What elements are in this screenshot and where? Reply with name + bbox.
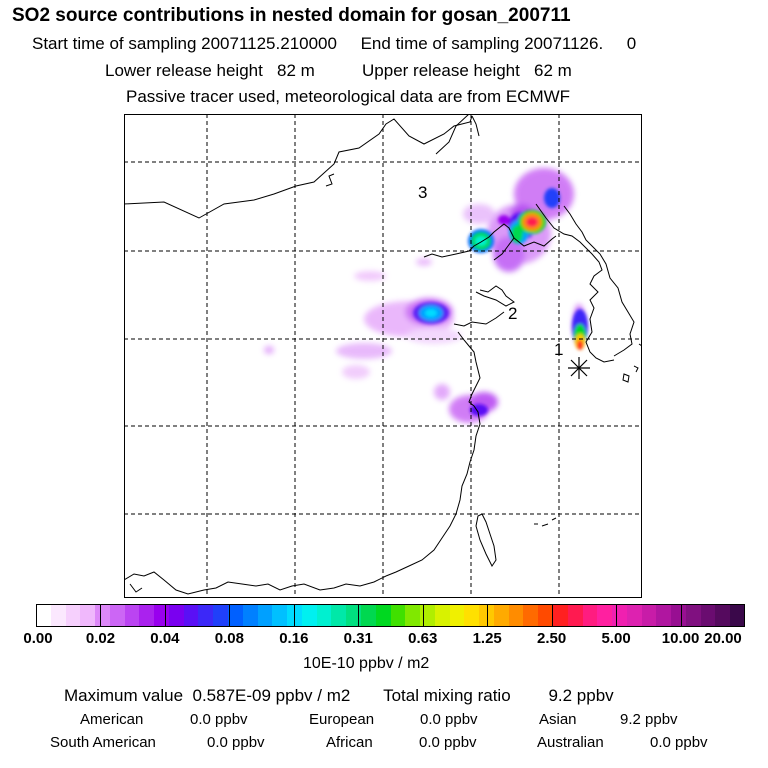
colorbar-cell	[169, 604, 184, 627]
release-heights: Lower release height 82 m Upper release …	[105, 62, 572, 79]
colorbar-cell	[243, 604, 258, 627]
source-name-american: American	[80, 711, 144, 728]
colorbar-cell	[405, 604, 420, 627]
sampling-times: Start time of sampling 20071125.210000 E…	[32, 35, 636, 52]
colorbar-cell	[538, 604, 553, 627]
summary-max-total: Maximum value 0.587E-09 ppbv / m2 Total …	[64, 687, 614, 704]
colorbar-cell	[154, 604, 169, 627]
colorbar-tick-label: 5.00	[601, 630, 631, 647]
colorbar	[36, 604, 745, 627]
total-mixing-value: 9.2 ppbv	[548, 686, 614, 705]
upper-height-value: 62 m	[534, 61, 572, 80]
colorbar-cell	[464, 604, 479, 627]
colorbar-cell	[391, 604, 405, 627]
colorbar-tick-label: 0.08	[214, 630, 244, 647]
lower-height-label: Lower release height	[105, 61, 263, 80]
source-name-south-american: South American	[50, 734, 156, 751]
colorbar-cell	[125, 604, 139, 627]
colorbar-cell	[346, 604, 361, 627]
colorbar-cell	[715, 604, 730, 627]
upper-height-label: Upper release height	[362, 61, 520, 80]
colorbar-cell	[642, 604, 656, 627]
colorbar-cell	[583, 604, 597, 627]
colorbar-cell	[656, 604, 671, 627]
colorbar-cell	[228, 604, 243, 627]
colorbar-cell	[317, 604, 331, 627]
end-time-label: End time of sampling	[360, 34, 520, 53]
colorbar-cell	[36, 604, 51, 627]
colorbar-tick-label: 1.25	[472, 630, 502, 647]
region-label-2: 2	[508, 304, 517, 323]
colorbar-cell	[553, 604, 568, 627]
source-value-european: 0.0 ppbv	[420, 711, 478, 728]
colorbar-cell	[420, 604, 435, 627]
colorbar-tick-label: 0.00	[23, 630, 53, 647]
colorbar-cell	[80, 604, 95, 627]
tracer-note: Passive tracer used, meteorological data…	[126, 87, 571, 106]
colorbar-tick-label: 0.16	[279, 630, 309, 647]
colorbar-cell	[597, 604, 612, 627]
colorbar-cell	[51, 604, 66, 627]
colorbar-cell	[450, 604, 464, 627]
colorbar-tick-label: 0.63	[408, 630, 438, 647]
max-value-label: Maximum value	[64, 686, 184, 705]
colorbar-tick-label: 0.04	[150, 630, 180, 647]
colorbar-cell	[612, 604, 627, 627]
colorbar-cell	[568, 604, 583, 627]
lower-height-value: 82 m	[277, 61, 315, 80]
source-value-african: 0.0 ppbv	[419, 734, 477, 751]
colorbar-cell	[376, 604, 391, 627]
receptor-asterisk-icon	[568, 357, 590, 379]
source-name-european: European	[309, 711, 375, 728]
coastlines	[124, 114, 642, 595]
colorbar-tick-label: 20.00	[704, 630, 742, 647]
source-name-australian: Australian	[537, 734, 604, 751]
colorbar-cell	[258, 604, 272, 627]
colorbar-cell	[671, 604, 686, 627]
max-value: 0.587E-09 ppbv / m2	[192, 686, 351, 705]
source-name-african: African	[326, 734, 373, 751]
colorbar-cell	[686, 604, 701, 627]
colorbar-cell	[110, 604, 125, 627]
colorbar-cell	[479, 604, 494, 627]
region-label-1: 1	[554, 340, 563, 359]
colorbar-cell	[361, 604, 376, 627]
colorbar-cell	[627, 604, 642, 627]
colorbar-tick-label: 10.00	[661, 630, 700, 647]
colorbar-unit: 10E-10 ppbv / m2	[303, 655, 430, 672]
colorbar-cell	[198, 604, 213, 627]
colorbar-cell	[494, 604, 509, 627]
colorbar-cell	[213, 604, 228, 627]
total-mixing-label: Total mixing ratio	[383, 686, 511, 705]
colorbar-cell	[95, 604, 110, 627]
lat-lon-grid	[124, 114, 642, 598]
map-panel: 1 2 3	[124, 114, 642, 598]
map-title: SO2 source contributions in nested domai…	[12, 5, 571, 26]
source-value-american: 0.0 ppbv	[190, 711, 248, 728]
colorbar-cell	[184, 604, 198, 627]
colorbar-cell	[435, 604, 450, 627]
concentration-plumes	[264, 168, 588, 423]
colorbar-tick-label: 2.50	[537, 630, 567, 647]
source-value-asian: 9.2 ppbv	[620, 711, 678, 728]
colorbar-tick-label: 0.31	[343, 630, 373, 647]
colorbar-tick-label: 0.02	[85, 630, 116, 647]
source-name-asian: Asian	[539, 711, 577, 728]
colorbar-frame	[36, 604, 745, 627]
colorbar-cell	[701, 604, 715, 627]
source-value-australian: 0.0 ppbv	[650, 734, 708, 751]
colorbar-cell	[331, 604, 346, 627]
colorbar-cell	[139, 604, 154, 627]
region-label-3: 3	[418, 183, 427, 202]
colorbar-cell	[272, 604, 287, 627]
colorbar-cell	[523, 604, 538, 627]
colorbar-cell	[66, 604, 80, 627]
colorbar-cell	[730, 604, 745, 627]
source-value-south-american: 0.0 ppbv	[207, 734, 265, 751]
end-time-value: 20071126. 0	[524, 34, 637, 53]
colorbar-cell	[302, 604, 317, 627]
start-time-label: Start time of sampling	[32, 34, 197, 53]
colorbar-cell	[509, 604, 523, 627]
start-time-value: 20071125.210000	[201, 34, 337, 53]
